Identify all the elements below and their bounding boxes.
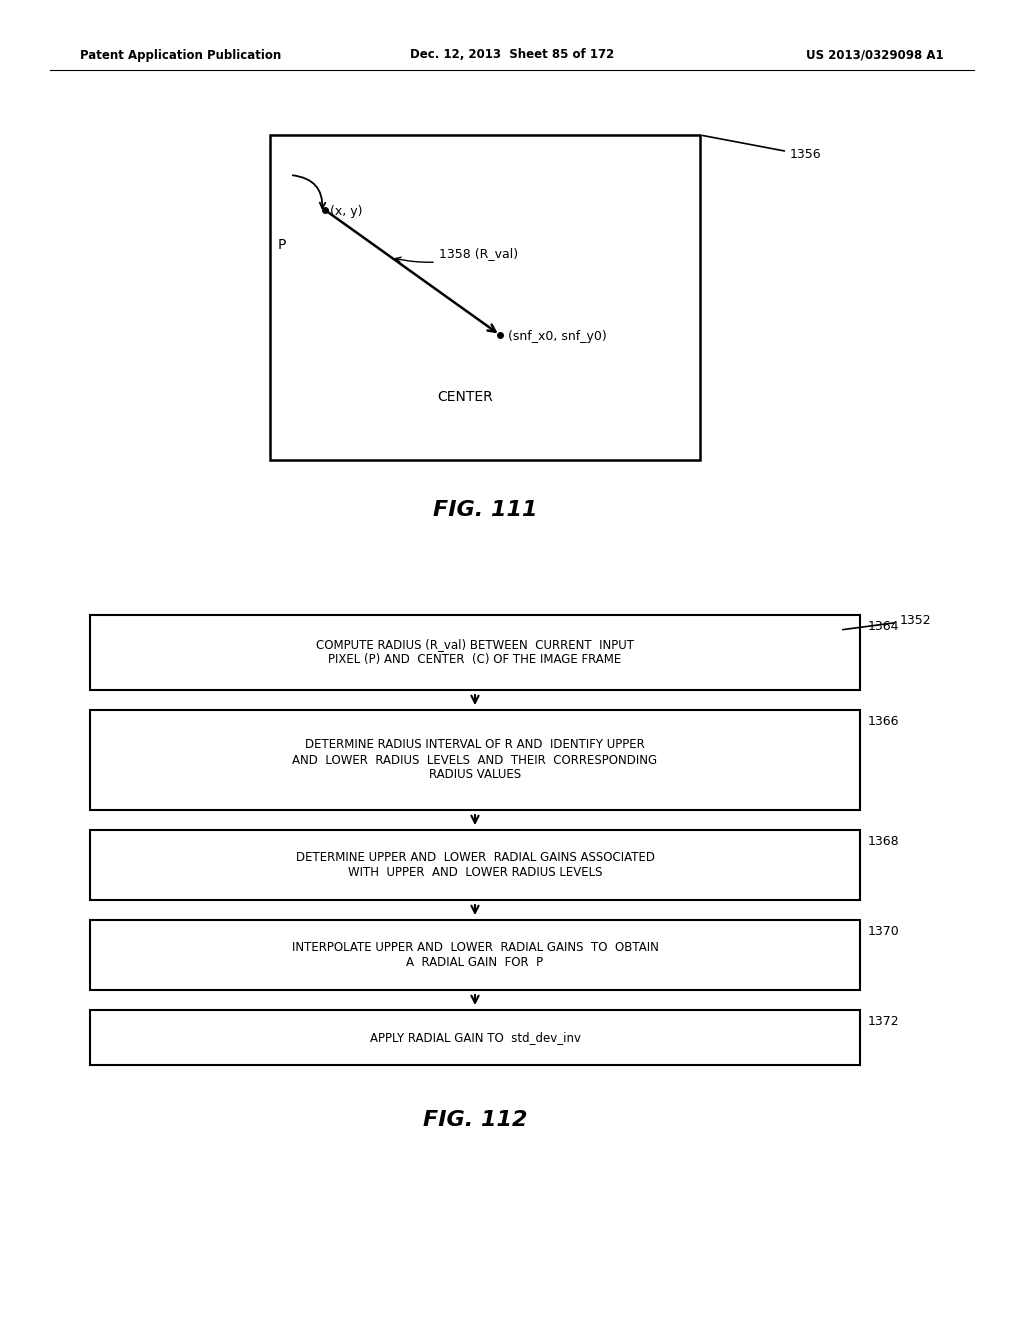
- Text: APPLY RADIAL GAIN TO  std_dev_inv: APPLY RADIAL GAIN TO std_dev_inv: [370, 1031, 581, 1044]
- Text: P: P: [278, 238, 287, 252]
- Text: 1358 (R_val): 1358 (R_val): [395, 247, 518, 263]
- Text: 1368: 1368: [868, 836, 900, 847]
- Text: 1370: 1370: [868, 925, 900, 939]
- Text: INTERPOLATE UPPER AND  LOWER  RADIAL GAINS  TO  OBTAIN
A  RADIAL GAIN  FOR  P: INTERPOLATE UPPER AND LOWER RADIAL GAINS…: [292, 941, 658, 969]
- Text: 1356: 1356: [702, 136, 821, 161]
- Text: 1366: 1366: [868, 715, 899, 729]
- Text: DETERMINE RADIUS INTERVAL OF R AND  IDENTIFY UPPER
AND  LOWER  RADIUS  LEVELS  A: DETERMINE RADIUS INTERVAL OF R AND IDENT…: [293, 738, 657, 781]
- Text: Patent Application Publication: Patent Application Publication: [80, 49, 282, 62]
- Bar: [270, 135, 700, 459]
- Text: (snf_x0, snf_y0): (snf_x0, snf_y0): [508, 330, 607, 343]
- Text: DETERMINE UPPER AND  LOWER  RADIAL GAINS ASSOCIATED
WITH  UPPER  AND  LOWER RADI: DETERMINE UPPER AND LOWER RADIAL GAINS A…: [296, 851, 654, 879]
- Bar: [90, 920, 860, 990]
- Text: FIG. 112: FIG. 112: [423, 1110, 527, 1130]
- Bar: [90, 710, 860, 810]
- Bar: [90, 830, 860, 900]
- Text: 1372: 1372: [868, 1015, 900, 1028]
- Text: CENTER: CENTER: [437, 389, 493, 404]
- Bar: [90, 1010, 860, 1065]
- Text: 1352: 1352: [843, 614, 932, 630]
- Text: (x, y): (x, y): [330, 205, 362, 218]
- Text: Dec. 12, 2013  Sheet 85 of 172: Dec. 12, 2013 Sheet 85 of 172: [410, 49, 614, 62]
- Text: COMPUTE RADIUS (R_val) BETWEEN  CURRENT  INPUT
PIXEL (P) AND  CENTER  (C) OF THE: COMPUTE RADIUS (R_val) BETWEEN CURRENT I…: [316, 639, 634, 667]
- Bar: [90, 615, 860, 690]
- Text: US 2013/0329098 A1: US 2013/0329098 A1: [806, 49, 944, 62]
- Text: 1364: 1364: [868, 620, 899, 634]
- Text: FIG. 111: FIG. 111: [433, 500, 538, 520]
